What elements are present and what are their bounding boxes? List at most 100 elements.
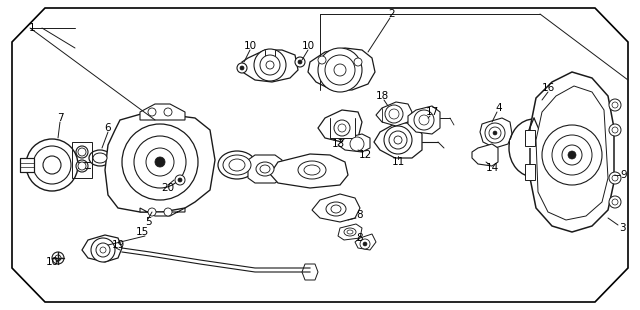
Circle shape — [134, 136, 186, 188]
Polygon shape — [510, 132, 540, 148]
Circle shape — [52, 252, 64, 264]
Text: 1: 1 — [29, 23, 35, 33]
Text: 13: 13 — [332, 139, 344, 149]
Circle shape — [155, 157, 165, 167]
Polygon shape — [302, 264, 318, 280]
Circle shape — [96, 243, 110, 257]
Text: 6: 6 — [105, 123, 111, 133]
Circle shape — [612, 102, 618, 108]
Polygon shape — [140, 104, 185, 120]
Circle shape — [148, 108, 156, 116]
Circle shape — [237, 63, 247, 73]
Circle shape — [33, 146, 71, 184]
Text: 10: 10 — [45, 257, 59, 267]
Circle shape — [419, 115, 429, 125]
Circle shape — [334, 64, 346, 76]
Text: 20: 20 — [161, 183, 175, 193]
Polygon shape — [248, 155, 282, 183]
Circle shape — [568, 151, 576, 159]
Circle shape — [164, 108, 172, 116]
Circle shape — [254, 49, 286, 81]
Text: 15: 15 — [136, 227, 148, 237]
Circle shape — [385, 105, 403, 123]
Circle shape — [266, 61, 274, 69]
Polygon shape — [525, 164, 535, 180]
Circle shape — [552, 135, 592, 175]
Text: 7: 7 — [57, 113, 63, 123]
Circle shape — [363, 242, 367, 246]
Ellipse shape — [93, 153, 107, 163]
Circle shape — [295, 57, 305, 67]
Circle shape — [609, 99, 621, 111]
Circle shape — [318, 48, 362, 92]
Polygon shape — [12, 8, 628, 302]
Polygon shape — [20, 158, 34, 172]
Circle shape — [612, 175, 618, 181]
Circle shape — [612, 127, 618, 133]
Text: 3: 3 — [619, 223, 625, 233]
Ellipse shape — [256, 162, 274, 176]
Text: 18: 18 — [376, 91, 388, 101]
Circle shape — [612, 199, 618, 205]
Ellipse shape — [89, 150, 111, 166]
Text: 10: 10 — [301, 41, 315, 51]
Text: 10: 10 — [243, 41, 257, 51]
Text: 17: 17 — [426, 107, 438, 117]
Circle shape — [414, 110, 434, 130]
Ellipse shape — [344, 228, 356, 236]
Ellipse shape — [304, 165, 320, 175]
Circle shape — [489, 127, 501, 139]
Text: 5: 5 — [145, 217, 151, 227]
Circle shape — [43, 156, 61, 174]
Ellipse shape — [229, 159, 245, 171]
Circle shape — [148, 208, 156, 216]
Polygon shape — [318, 110, 362, 142]
Text: 14: 14 — [485, 163, 499, 173]
Circle shape — [26, 139, 78, 191]
Ellipse shape — [260, 165, 270, 173]
Circle shape — [122, 124, 198, 200]
Circle shape — [91, 238, 115, 262]
Ellipse shape — [326, 202, 346, 216]
Polygon shape — [536, 86, 608, 220]
Circle shape — [609, 196, 621, 208]
Text: 19: 19 — [111, 240, 125, 250]
Polygon shape — [242, 50, 298, 82]
Polygon shape — [355, 234, 376, 250]
Circle shape — [389, 109, 399, 119]
Polygon shape — [82, 235, 122, 262]
Circle shape — [384, 126, 412, 154]
Ellipse shape — [223, 155, 251, 175]
Polygon shape — [530, 72, 614, 232]
Circle shape — [240, 66, 244, 70]
Text: 8: 8 — [356, 210, 364, 220]
Text: 16: 16 — [541, 83, 555, 93]
Polygon shape — [408, 106, 440, 134]
Polygon shape — [140, 208, 185, 216]
Polygon shape — [374, 122, 422, 158]
Circle shape — [100, 247, 106, 253]
Polygon shape — [376, 102, 412, 126]
Polygon shape — [480, 118, 512, 148]
Circle shape — [350, 137, 364, 151]
Ellipse shape — [347, 230, 353, 234]
Circle shape — [78, 148, 86, 156]
Circle shape — [542, 125, 602, 185]
Circle shape — [260, 55, 280, 75]
Text: 4: 4 — [496, 103, 502, 113]
Circle shape — [493, 131, 497, 135]
Circle shape — [389, 131, 407, 149]
Circle shape — [55, 255, 61, 261]
Text: 9: 9 — [621, 170, 627, 180]
Circle shape — [175, 175, 185, 185]
Ellipse shape — [218, 151, 256, 179]
Circle shape — [76, 160, 88, 172]
Circle shape — [394, 136, 402, 144]
Circle shape — [354, 58, 362, 66]
Ellipse shape — [298, 161, 326, 179]
Polygon shape — [472, 144, 498, 166]
Polygon shape — [338, 224, 362, 240]
Circle shape — [609, 172, 621, 184]
Circle shape — [178, 178, 182, 182]
Polygon shape — [105, 112, 215, 212]
